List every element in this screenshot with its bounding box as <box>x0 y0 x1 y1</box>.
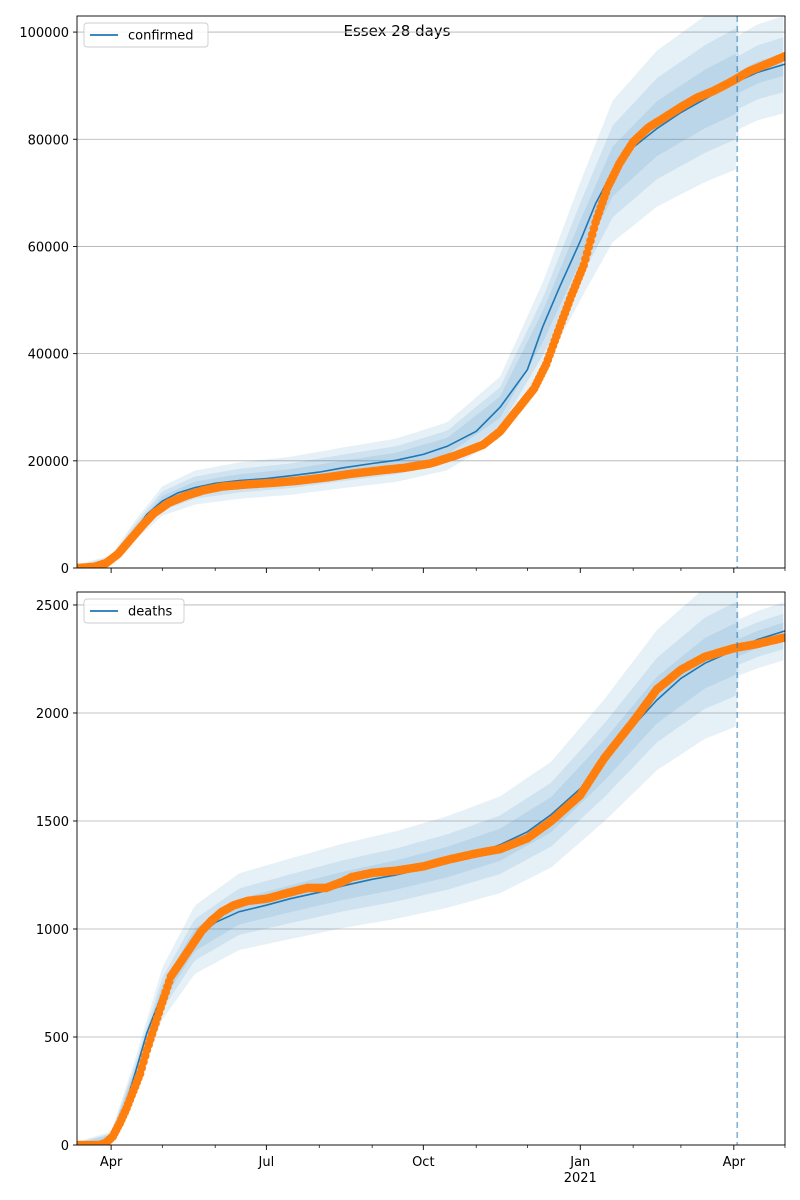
model-line <box>77 630 785 1145</box>
plot-area <box>77 592 785 1145</box>
plot-area <box>77 16 785 568</box>
y-tick-label: 2500 <box>36 599 69 614</box>
x-tick-year-label: 2021 <box>564 1171 597 1186</box>
x-tick-label: Apr <box>723 1155 746 1170</box>
observed-point <box>780 633 785 642</box>
y-tick-label: 0 <box>61 562 69 577</box>
uncertainty-band <box>77 592 784 1145</box>
uncertainty-band <box>77 16 784 568</box>
uncertainty-band <box>77 28 784 568</box>
y-tick-label: 1500 <box>36 815 69 830</box>
x-tick-label: Jan <box>569 1155 590 1170</box>
legend-label: deaths <box>128 605 173 620</box>
y-tick-label: 80000 <box>28 133 69 148</box>
y-tick-label: 60000 <box>28 240 69 255</box>
legend: deaths <box>83 598 185 624</box>
y-tick-label: 40000 <box>28 348 69 363</box>
x-tick-label: Apr <box>100 1155 123 1170</box>
legend-label: confirmed <box>128 29 194 44</box>
legend-box <box>83 598 185 624</box>
x-tick-label: Jul <box>258 1155 275 1170</box>
y-tick-label: 100000 <box>19 26 69 41</box>
y-tick-label: 0 <box>61 1139 69 1154</box>
axes-frame <box>76 591 786 1146</box>
confirmed-panel: 0 20000 40000 60000 80000 100000 confirmed <box>19 15 786 577</box>
y-tick-label: 1000 <box>36 923 69 938</box>
x-tick-label: Oct <box>412 1155 434 1170</box>
y-tick-label: 2000 <box>36 707 69 722</box>
observed-point <box>780 51 785 61</box>
uncertainty-band <box>77 602 784 1145</box>
axes-frame <box>76 15 786 569</box>
y-tick-label: 20000 <box>28 455 69 470</box>
legend: confirmed <box>83 22 209 48</box>
chart-title: Essex 28 days <box>344 22 451 40</box>
legend-box <box>83 22 209 48</box>
y-tick-label: 500 <box>44 1031 69 1046</box>
